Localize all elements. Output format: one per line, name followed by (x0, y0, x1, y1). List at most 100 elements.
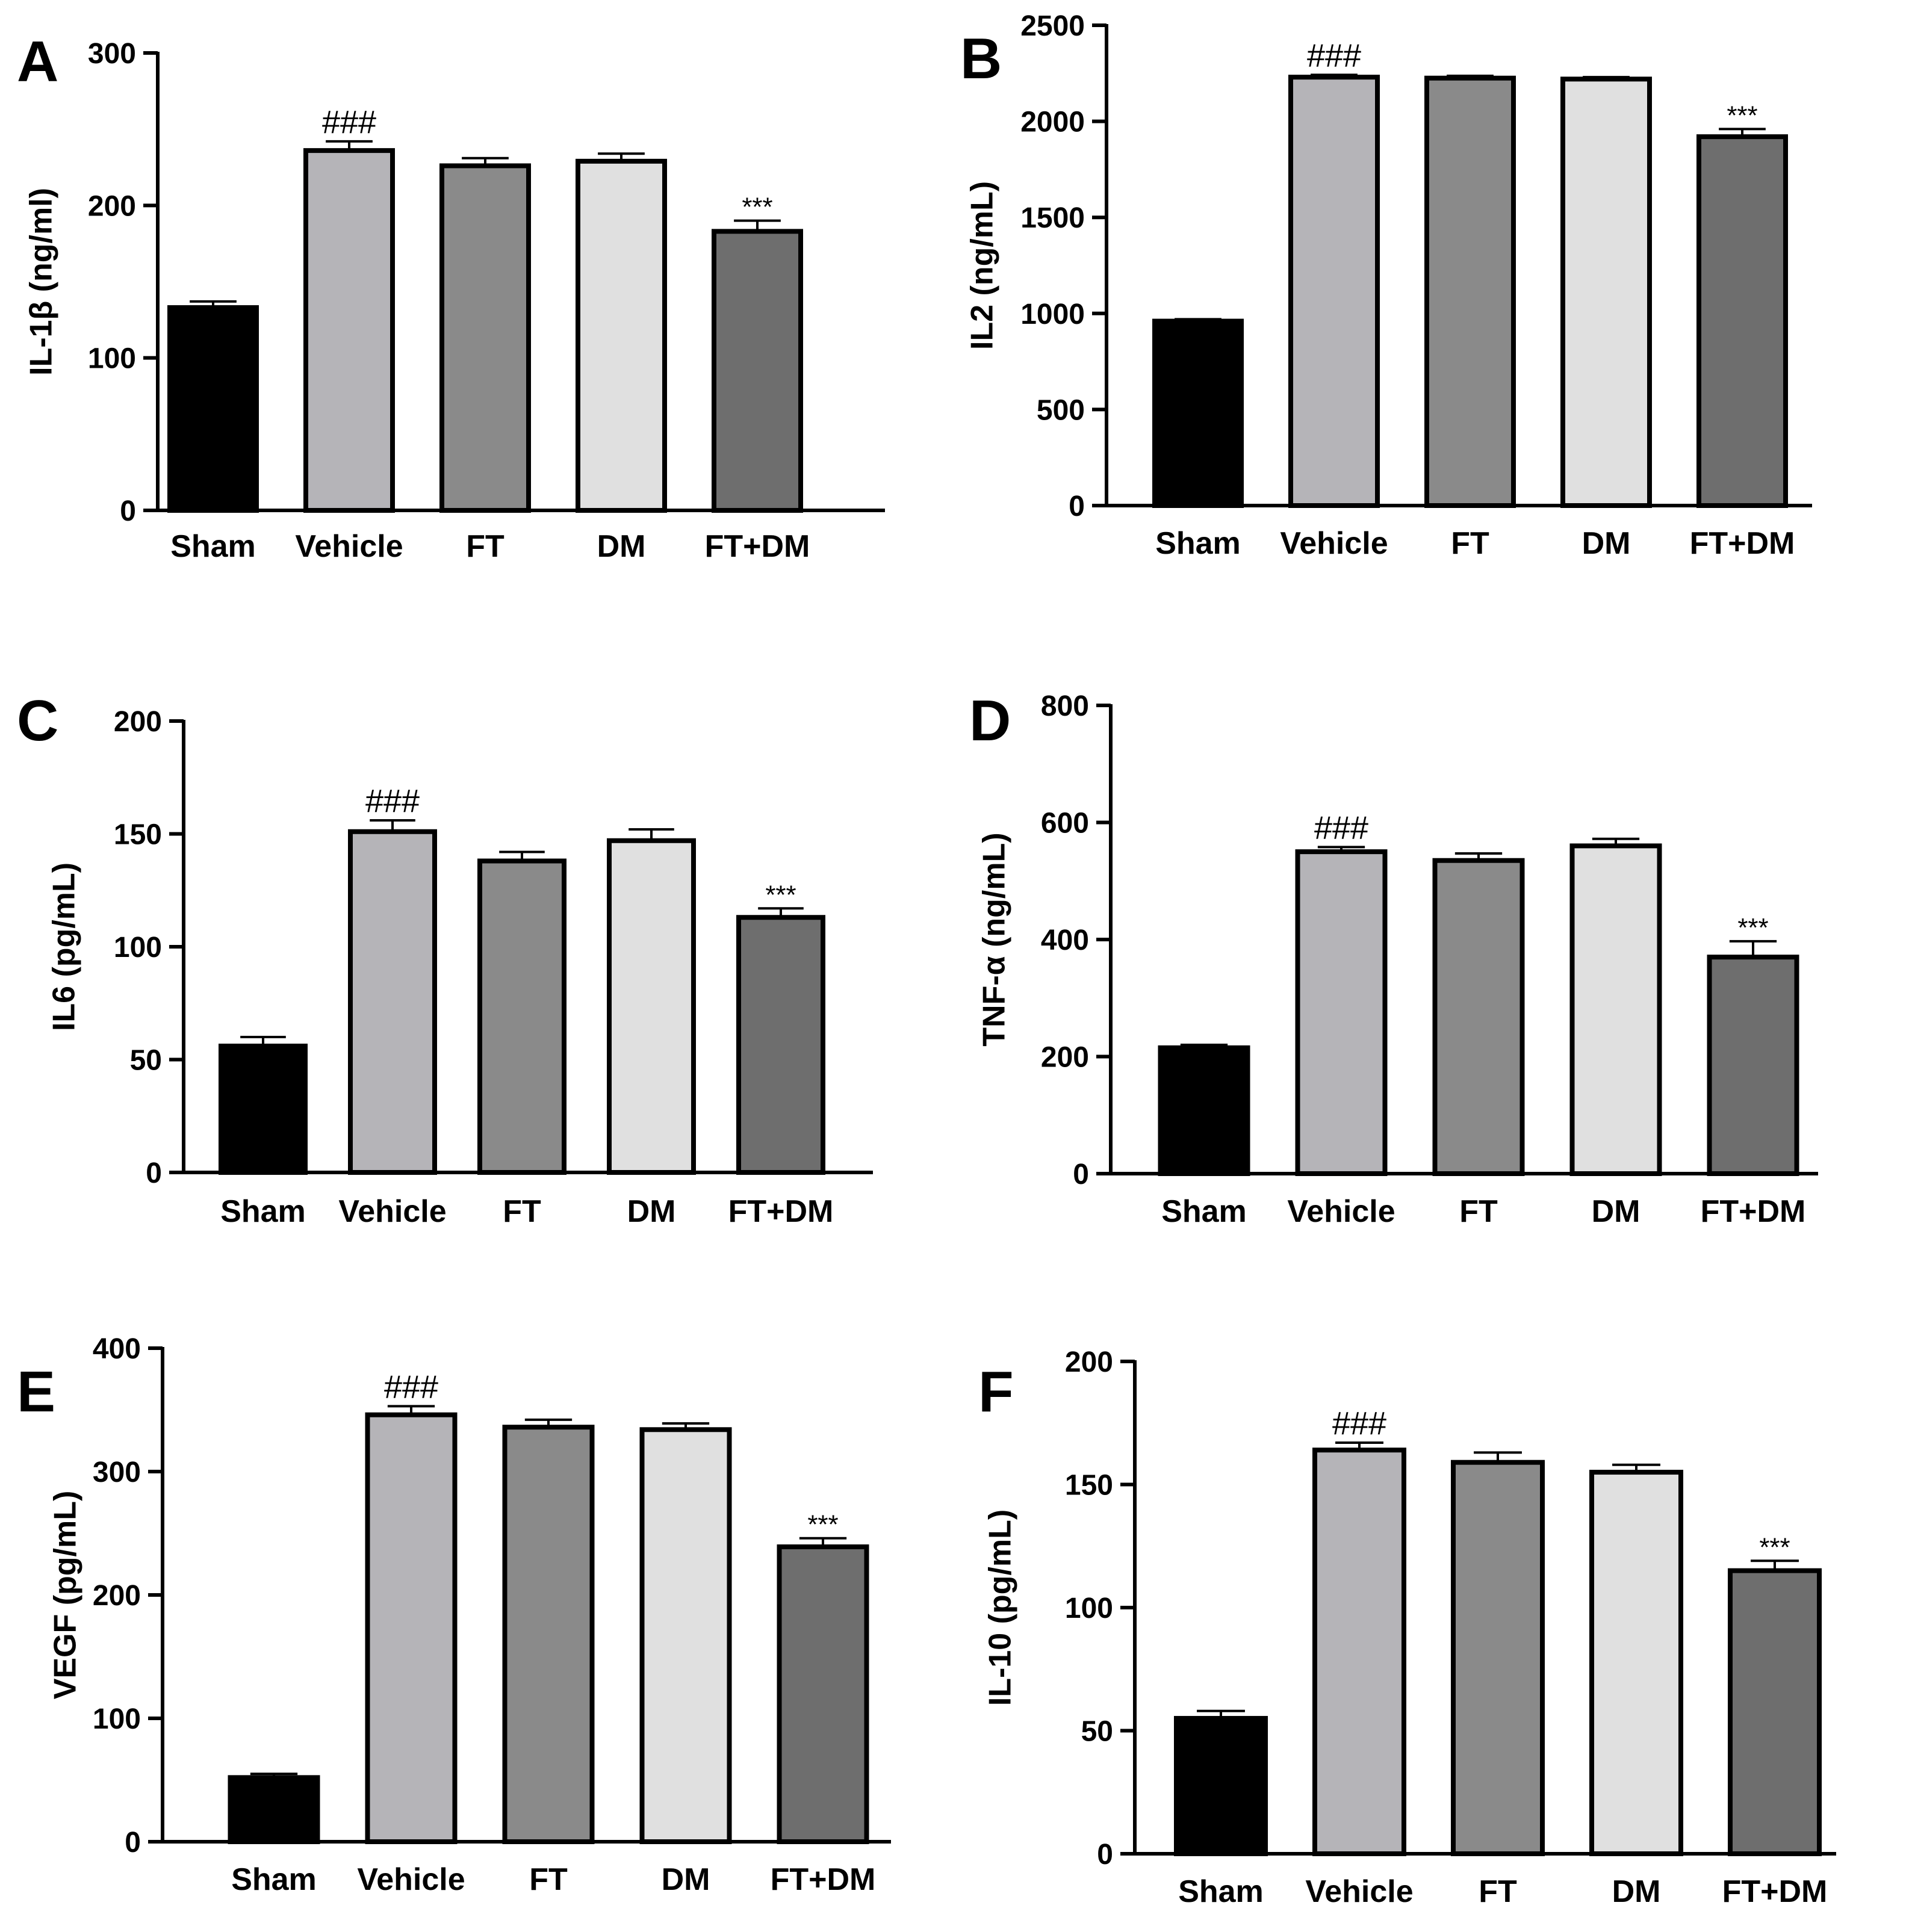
panel-a-category-label: DM (597, 529, 646, 564)
panel-c-bar-dm (607, 838, 696, 1175)
panel-c-y-tick-label: 50 (130, 1045, 162, 1077)
panel-c-y-axis-title: IL6 (pg/mL) (47, 862, 82, 1031)
panel-b-bar-ft-plus-dm (1696, 134, 1788, 509)
panel-d-y-axis-title: TNF-α (ng/mL) (977, 832, 1012, 1046)
panel-b-y-tick-label: 2000 (1020, 107, 1085, 138)
panel-e-bar-dm (639, 1427, 732, 1845)
panel-a-category-label: Vehicle (295, 529, 403, 564)
panel-b-significance-hash: ### (1307, 37, 1361, 73)
panel-a-y-tick-label: 100 (88, 343, 136, 375)
panel-b-y-tick-label: 1000 (1020, 299, 1085, 330)
panel-f-significance-hash: ### (1332, 1405, 1386, 1441)
panel-e-category-label: DM (662, 1862, 710, 1897)
panel-b-bar-dm (1560, 76, 1652, 509)
panel-f-category-label: Sham (1178, 1874, 1264, 1909)
panel-b-category-label: DM (1582, 526, 1631, 561)
panel-f-significance-stars: *** (1759, 1532, 1790, 1562)
panel-f-category-label: FT+DM (1722, 1874, 1828, 1909)
panel-f-y-tick-label: 50 (1081, 1716, 1113, 1748)
panel-f-category-label: Vehicle (1305, 1874, 1413, 1909)
panel-d-category-label: FT+DM (1701, 1194, 1806, 1229)
panel-e-bar-ft-plus-dm (777, 1544, 869, 1845)
panel-b-significance-stars: *** (1727, 101, 1757, 130)
panel-e-category-label: FT (529, 1862, 568, 1897)
panel-b-category-label: FT+DM (1690, 526, 1795, 561)
panel-a-category-label: FT+DM (705, 529, 810, 564)
panel-a-y-axis-title: IL-1β (ng/ml) (24, 188, 59, 376)
panel-d-bar-dm (1569, 843, 1662, 1176)
panel-f-bar-ft (1451, 1460, 1545, 1856)
panel-d-y-tick-label: 600 (1041, 808, 1089, 840)
panel-e-bar-vehicle (365, 1412, 458, 1844)
panel-b-category-label: Sham (1155, 526, 1241, 561)
panel-e-bar-ft (502, 1425, 595, 1844)
panel-b-y-tick-label: 500 (1037, 394, 1085, 426)
panel-d-bar-ft (1432, 858, 1525, 1176)
panel-e-category-label: Sham (231, 1862, 317, 1897)
panel-c-significance-stars: *** (765, 880, 796, 909)
panel-e-y-tick-label: 400 (93, 1333, 141, 1365)
panel-b-y-tick-label: 0 (1069, 491, 1085, 522)
panel-e-bar-sham (228, 1775, 320, 1844)
panel-c-category-label: Vehicle (338, 1194, 446, 1229)
panel-c-category-label: DM (627, 1194, 676, 1229)
panel-c-bar-ft-plus-dm (736, 915, 825, 1175)
panel-a-significance-hash: ### (322, 104, 376, 140)
panel-a-bar-vehicle (303, 148, 395, 513)
panel-f-y-axis-title: IL-10 (pg/mL) (983, 1509, 1018, 1706)
panel-a-category-label: FT (466, 529, 504, 564)
panel-b-y-tick-label: 2500 (1020, 10, 1085, 42)
panel-b-bar-ft (1424, 75, 1516, 508)
panel-d-category-label: Vehicle (1287, 1194, 1395, 1229)
panel-a-y-tick-label: 0 (120, 495, 136, 527)
panel-c-y-tick-label: 100 (114, 932, 162, 964)
panel-d-y-tick-label: 400 (1041, 924, 1089, 956)
panel-b-category-label: Vehicle (1280, 526, 1388, 561)
panel-b-bar-sham (1152, 318, 1244, 508)
panel-c-y-tick-label: 150 (114, 819, 162, 851)
panel-a-bar-ft-plus-dm (712, 229, 803, 513)
panel-e-letter: E (17, 1360, 55, 1424)
panel-d-y-tick-label: 200 (1041, 1042, 1089, 1074)
panel-f-category-label: DM (1612, 1874, 1661, 1909)
chart-panel-b: B 0 500 1000 1500 2000 2500 IL2 (ng/mL) Sham Vehi… (960, 10, 1812, 561)
panel-f-y-tick-label: 0 (1097, 1839, 1113, 1871)
panel-b-y-axis-title: IL2 (ng/mL) (965, 181, 1000, 350)
chart-panel-a: A 0 100 200 300 IL-1β (ng/ml) Sham Vehicle ### FT… (17, 29, 885, 564)
panel-a-y-tick-label: 300 (88, 38, 136, 70)
panel-d-letter: D (969, 689, 1011, 753)
panel-f-bar-sham (1174, 1716, 1268, 1857)
panel-d-category-label: Sham (1161, 1194, 1247, 1229)
panel-f-bar-ft-plus-dm (1728, 1568, 1822, 1856)
panel-d-y-tick-label: 800 (1041, 690, 1089, 722)
chart-panel-f: F 0 50 100 150 200 IL-10 (pg/mL) Sham Vehicle ###… (978, 1346, 1836, 1909)
chart-panel-c: C 0 50 100 150 200 IL6 (pg/mL) Sham Vehicle ### FT… (17, 689, 873, 1229)
panel-e-significance-stars: *** (807, 1510, 838, 1540)
panel-e-significance-hash: ### (384, 1369, 438, 1405)
panel-c-y-tick-label: 200 (114, 706, 162, 738)
panel-e-y-tick-label: 100 (93, 1703, 141, 1735)
chart-panel-d: D 0 200 400 600 800 TNF-α (ng/mL) Sham Vehicle ##… (969, 689, 1818, 1229)
panel-c-category-label: Sham (220, 1194, 306, 1229)
panel-d-y-tick-label: 0 (1073, 1159, 1089, 1190)
panel-b-y-tick-label: 1500 (1020, 202, 1085, 234)
panel-f-bar-dm (1589, 1470, 1683, 1857)
panel-f-category-label: FT (1479, 1874, 1517, 1909)
panel-e-y-tick-label: 0 (125, 1827, 141, 1859)
panel-c-category-label: FT+DM (728, 1194, 834, 1229)
panel-a-significance-stars: *** (742, 193, 772, 222)
panel-a-letter: A (17, 29, 58, 94)
panel-c-letter: C (17, 689, 58, 753)
panel-f-y-tick-label: 200 (1065, 1346, 1113, 1378)
panel-a-y-tick-label: 200 (88, 190, 136, 222)
panel-b-letter: B (960, 26, 1002, 91)
panel-a-bar-sham (167, 305, 259, 513)
panel-c-y-tick-label: 0 (146, 1157, 162, 1189)
panel-d-bar-vehicle (1295, 849, 1388, 1176)
panel-b-category-label: FT (1451, 526, 1489, 561)
panel-c-bar-ft (477, 858, 566, 1175)
panel-e-y-tick-label: 200 (93, 1580, 141, 1612)
panel-e-y-axis-title: VEGF (pg/mL) (48, 1491, 83, 1700)
chart-panel-e: E 0 100 200 300 400 VEGF (pg/mL) Sham Vehicle ###… (17, 1333, 891, 1897)
